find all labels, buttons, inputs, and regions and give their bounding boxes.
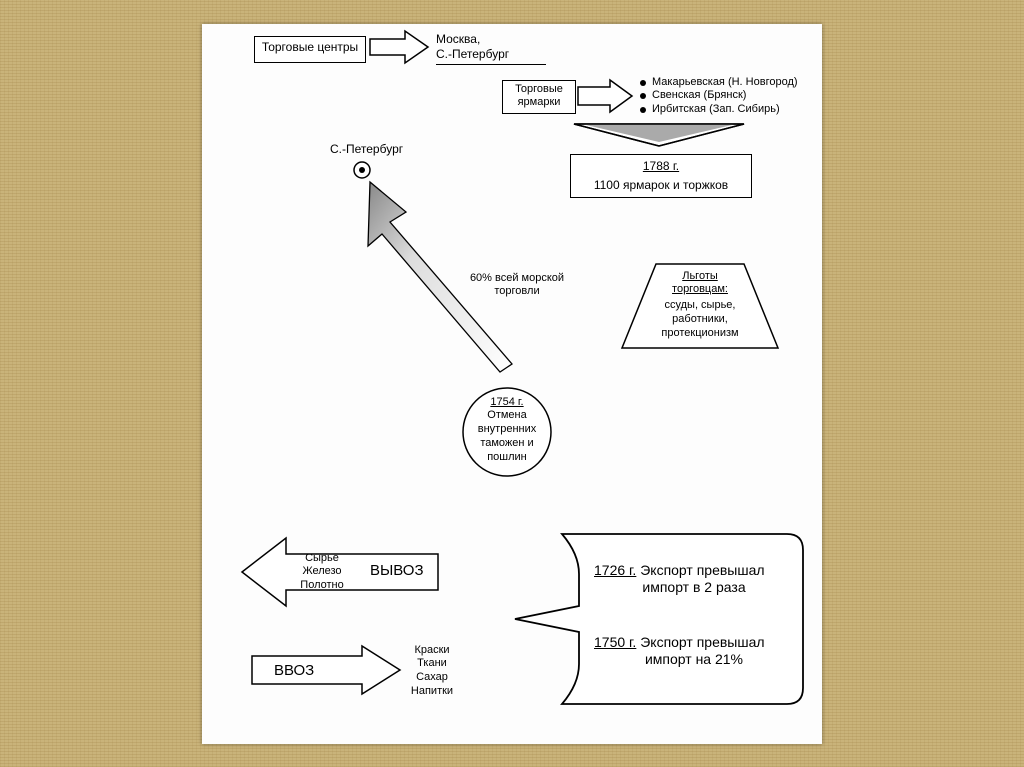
- circle-year: 1754 г.: [464, 396, 550, 410]
- list-item: Макарьевская (Н. Новгород): [640, 76, 820, 90]
- trade-fairs-box: Торговые ярмарки: [502, 80, 576, 114]
- bal-t1: Экспорт превышал: [636, 562, 764, 578]
- benefits-text: Льготы торговцам: ссуды, сырье, работник…: [630, 270, 770, 341]
- year-text: 1100 ярмарок и торжков: [571, 178, 751, 193]
- export-label: ВЫВОЗ: [370, 562, 424, 581]
- list-item: Ирбитская (Зап. Сибирь): [640, 103, 820, 117]
- trade-centers-box: Торговые центры: [254, 36, 366, 63]
- bal-year1: 1726 г.: [594, 562, 636, 578]
- spb-label: С.-Петербург: [330, 142, 403, 157]
- circle-body: Отмена внутренних таможен и пошлин: [464, 409, 550, 464]
- arrow-right-icon: [578, 78, 634, 116]
- fairs-list: Макарьевская (Н. Новгород) Свенская (Бря…: [640, 76, 820, 117]
- bal-t2: Экспорт превышал: [636, 634, 764, 650]
- import-label: ВВОЗ: [274, 662, 314, 681]
- year-1788-box: 1788 г. 1100 ярмарок и торжков: [570, 154, 752, 198]
- balance-block-icon: [507, 524, 807, 714]
- benefits-title: Льготы торговцам:: [630, 270, 770, 298]
- circle-1754-text: 1754 г. Отмена внутренних таможен и пошл…: [464, 396, 550, 465]
- benefits-body: ссуды, сырье, работники, протекционизм: [630, 299, 770, 340]
- diagram-page: Торговые центры Москва, С.-Петербург Тор…: [202, 24, 822, 744]
- arrow-right-icon: [370, 29, 430, 69]
- bal-sub1: импорт в 2 раза: [594, 579, 794, 597]
- list-item: Свенская (Брянск): [640, 89, 820, 103]
- balance-line1: 1726 г. Экспорт превышал импорт в 2 раза: [594, 562, 794, 597]
- spb-note: 60% всей морской торговли: [452, 272, 582, 300]
- chevron-down-icon: [574, 124, 744, 150]
- bal-year2: 1750 г.: [594, 634, 636, 650]
- year-label: 1788 г.: [571, 159, 751, 174]
- import-items: Краски Ткани Сахар Напитки: [402, 644, 462, 699]
- trade-centers-targets: Москва, С.-Петербург: [436, 32, 546, 65]
- export-items: Сырье Железо Полотно: [292, 552, 352, 593]
- bal-sub2: импорт на 21%: [594, 651, 794, 669]
- balance-line2: 1750 г. Экспорт превышал импорт на 21%: [594, 634, 794, 669]
